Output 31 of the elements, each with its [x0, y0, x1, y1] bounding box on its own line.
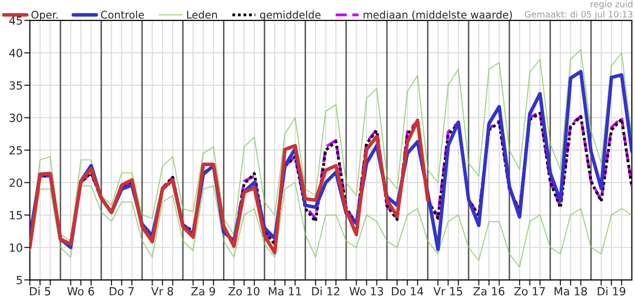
x-tick-label: Wo 13 — [350, 287, 384, 296]
x-tick-label: Za 16 — [473, 287, 504, 296]
y-tick-label: 20 — [10, 178, 22, 187]
x-tick-label: Vr 8 — [151, 287, 174, 296]
y-tick-label: 40 — [9, 48, 22, 58]
legend-label: Oper. — [31, 10, 58, 21]
x-tick-label: Ma 11 — [268, 287, 301, 296]
legend-label: Controle — [100, 10, 144, 19]
x-tick-label: Wo 6 — [67, 287, 94, 296]
x-tick-label: Di 5 — [30, 286, 50, 296]
x-tick-label: Ma 18 — [554, 287, 587, 296]
x-tick-label: Do 14 — [392, 287, 424, 296]
legend-label: Leden — [187, 10, 217, 19]
text: Gemaakt: di 05 jul 10:13 — [524, 10, 632, 20]
legend-label: gemiddelde — [260, 10, 321, 21]
y-tick-label: 10 — [10, 243, 22, 252]
y-tick-label: 30 — [10, 114, 22, 122]
x-tick-label: Di 19 — [598, 286, 626, 296]
y-tick-label: 25 — [10, 146, 22, 155]
y-tick-label: 45 — [9, 16, 22, 25]
text: regio zuid — [590, 0, 632, 10]
x-tick-label: Do 7 — [110, 287, 134, 296]
x-tick-label: Vr 15 — [433, 287, 462, 296]
y-tick-label: 15 — [10, 211, 22, 220]
x-tick-label: Zo 10 — [228, 287, 260, 296]
legend-label: mediaan (middelste waarde) — [364, 10, 512, 20]
x-tick-label: Di 12 — [312, 286, 340, 296]
y-tick-label: 5 — [16, 276, 22, 284]
x-tick-label: Za 9 — [191, 287, 216, 296]
x-tick-label: Zo 17 — [514, 287, 545, 296]
y-tick-label: 35 — [10, 81, 22, 90]
